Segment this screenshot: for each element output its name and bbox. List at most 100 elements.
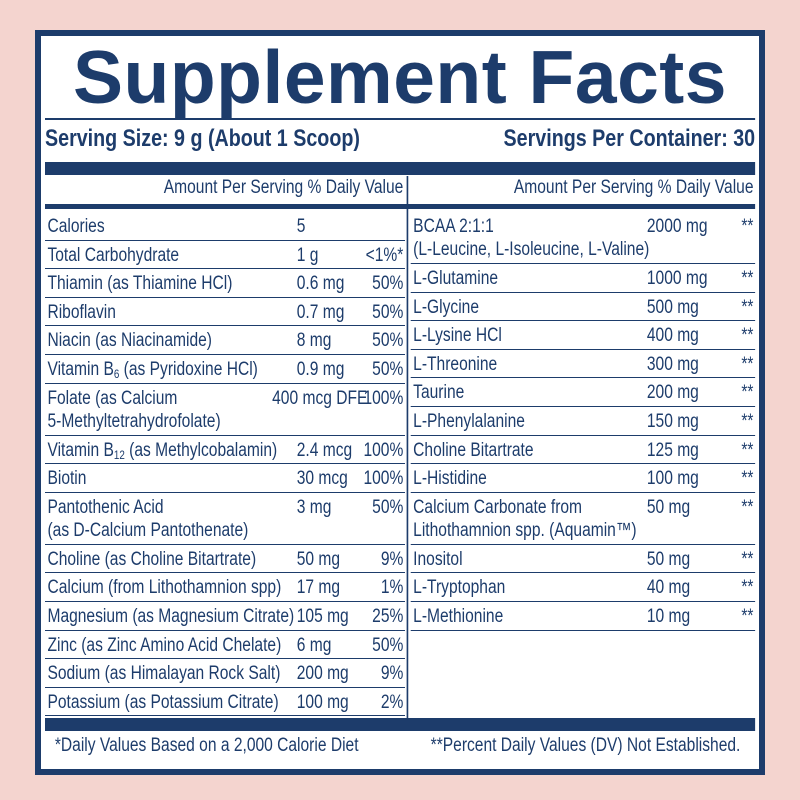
- supplement-facts-panel: Supplement Facts Serving Size: 9 g (Abou…: [35, 30, 765, 775]
- nutrient-row: L-Tryptophan 40 mg **: [410, 573, 756, 602]
- nutrient-amount: 100 mg: [646, 468, 699, 490]
- nutrient-row: Calcium (from Lithothamnion spp) 17 mg 1%: [45, 573, 405, 602]
- nutrient-row: Total Carbohydrate 1 g <1%*: [45, 241, 405, 270]
- nutrient-amount: 10 mg: [646, 605, 691, 627]
- nutrient-amount: 300 mg: [646, 353, 699, 375]
- daily-value: 50%: [372, 358, 404, 380]
- nutrient-name: Magnesium (as Magnesium Citrate): [47, 605, 295, 627]
- nutrient-amount: 200 mg: [646, 382, 699, 404]
- nutrient-row: L-Glutamine 1000 mg **: [410, 264, 756, 293]
- daily-value: 9%: [380, 663, 404, 685]
- daily-value: **: [741, 496, 754, 518]
- left-nutrient-list: Calories 5 Total Carbohydrate 1 g <1%* Thiami…: [45, 212, 405, 717]
- nutrient-name: L-Threonine: [413, 353, 498, 375]
- nutrient-amount: 50 mg: [646, 496, 691, 518]
- daily-value: 50%: [372, 273, 404, 295]
- nutrient-row: L-Phenylalanine 150 mg **: [410, 407, 756, 436]
- nutrient-row: Biotin 30 mcg 100%: [45, 464, 405, 493]
- nutrient-name: Potassium (as Potassium Citrate): [47, 691, 279, 713]
- servings-per-container: Servings Per Container: 30: [503, 125, 756, 152]
- daily-value: **: [741, 439, 754, 461]
- daily-value: **: [741, 548, 754, 570]
- daily-value: 25%: [372, 605, 404, 627]
- nutrient-amount: 150 mg: [646, 410, 699, 432]
- header-divider: [45, 204, 756, 209]
- title-divider: [45, 118, 756, 120]
- nutrient-amount: 6 mg: [296, 634, 332, 656]
- right-column-header: Amount Per Serving % Daily Value: [513, 177, 754, 198]
- nutrient-name: Calories: [47, 216, 105, 237]
- nutrient-name: Vitamin B6 (as Pyridoxine HCl): [47, 358, 258, 381]
- nutrient-amount: 1000 mg: [646, 268, 708, 289]
- nutrient-name: L-Glutamine: [413, 268, 499, 289]
- nutrient-row: L-Lysine HCl 400 mg **: [410, 321, 756, 350]
- nutrient-name: Calcium (from Lithothamnion spp): [47, 577, 282, 599]
- nutrient-amount: 500 mg: [646, 296, 699, 318]
- nutrient-name: Total Carbohydrate: [47, 244, 180, 266]
- nutrient-row: Riboflavin 0.7 mg 50%: [45, 298, 405, 327]
- nutrient-name: L-Tryptophan: [413, 577, 506, 599]
- subscript: 6: [113, 366, 120, 381]
- nutrient-row: Taurine 200 mg **: [410, 378, 756, 407]
- nutrient-row: Vitamin B12 (as Methylcobalamin) 2.4 mcg 1…: [45, 436, 405, 465]
- nutrient-row: Choline Bitartrate 125 mg **: [410, 436, 756, 465]
- daily-value: 100%: [363, 439, 404, 461]
- footnote-dv-not-established: **Percent Daily Values (DV) Not Establis…: [430, 735, 741, 756]
- nutrient-row: Sodium (as Himalayan Rock Salt) 200 mg 9%: [45, 659, 405, 688]
- nutrient-amount: 2000 mg: [646, 216, 708, 237]
- daily-value: 50%: [372, 634, 404, 656]
- daily-value: 1%: [380, 577, 404, 599]
- serving-info: Serving Size: 9 g (About 1 Scoop) Servin…: [45, 124, 755, 154]
- nutrient-name: Biotin: [47, 468, 87, 490]
- nutrient-amount: 40 mg: [646, 577, 691, 599]
- nutrient-amount: 0.6 mg: [296, 273, 345, 295]
- nutrient-row: L-Histidine 100 mg **: [410, 464, 756, 493]
- nutrient-row: Magnesium (as Magnesium Citrate) 105 mg 25…: [45, 602, 405, 631]
- nutrient-row: Vitamin B6 (as Pyridoxine HCl) 0.9 mg 50%: [45, 355, 405, 384]
- nutrient-name: L-Glycine: [413, 296, 479, 318]
- column-divider: [406, 176, 409, 718]
- nutrient-amount: 105 mg: [296, 605, 349, 627]
- nutrient-amount: 5: [296, 216, 306, 237]
- nutrient-amount: 0.7 mg: [296, 301, 345, 323]
- nutrient-amount: 3 mg: [296, 496, 332, 518]
- nutrient-name: Folate (as Calcium 5-Methyltetrahydrofola…: [47, 387, 221, 432]
- nutrient-name: Thiamin (as Thiamine HCl): [47, 273, 233, 295]
- nutrient-row: L-Methionine 10 mg **: [410, 602, 756, 631]
- nutrient-name: L-Methionine: [413, 605, 504, 627]
- nutrient-row: L-Glycine 500 mg **: [410, 293, 756, 322]
- daily-value: 100%: [363, 468, 404, 490]
- nutrient-amount: 17 mg: [296, 577, 341, 599]
- daily-value: **: [741, 382, 754, 404]
- nutrient-row: Zinc (as Zinc Amino Acid Chelate) 6 mg 50%: [45, 631, 405, 660]
- nutrient-amount: 2.4 mcg: [296, 439, 353, 461]
- nutrient-row: Thiamin (as Thiamine HCl) 0.6 mg 50%: [45, 269, 405, 298]
- panel-title: Supplement Facts: [73, 35, 727, 119]
- daily-value: **: [741, 296, 754, 318]
- nutrient-row: Choline (as Choline Bitartrate) 50 mg 9%: [45, 545, 405, 574]
- daily-value: **: [741, 216, 754, 237]
- daily-value: **: [741, 577, 754, 599]
- daily-value: **: [741, 268, 754, 289]
- nutrient-name: Niacin (as Niacinamide): [47, 330, 212, 352]
- nutrient-amount: 200 mg: [296, 663, 349, 685]
- nutrient-row: Folate (as Calcium 5-Methyltetrahydrofola…: [45, 384, 405, 436]
- nutrient-row: Potassium (as Potassium Citrate) 100 mg 2%: [45, 688, 405, 717]
- thick-divider-top: [45, 162, 756, 175]
- nutrient-amount: 50 mg: [296, 548, 341, 570]
- nutrient-amount: 30 mcg: [296, 468, 348, 490]
- nutrient-amount: 400 mcg DFE: [272, 387, 368, 409]
- nutrient-amount: 8 mg: [296, 330, 332, 352]
- nutrient-amount: 50 mg: [646, 548, 691, 570]
- nutrient-name: L-Histidine: [413, 468, 487, 490]
- daily-value: **: [741, 325, 754, 347]
- nutrient-row: BCAA 2:1:1 (L-Leucine, L-Isoleucine, L-Va…: [410, 212, 756, 264]
- nutrient-name: Choline Bitartrate: [413, 439, 534, 461]
- nutrient-row: L-Threonine 300 mg **: [410, 350, 756, 379]
- nutrient-name: Pantothenic Acid (as D-Calcium Pantothena…: [47, 496, 249, 541]
- daily-value: <1%*: [365, 244, 404, 266]
- nutrient-name: L-Lysine HCl: [413, 325, 502, 347]
- daily-value: **: [741, 605, 754, 627]
- nutrient-name: Vitamin B12 (as Methylcobalamin): [47, 439, 278, 462]
- nutrient-amount: 0.9 mg: [296, 358, 345, 380]
